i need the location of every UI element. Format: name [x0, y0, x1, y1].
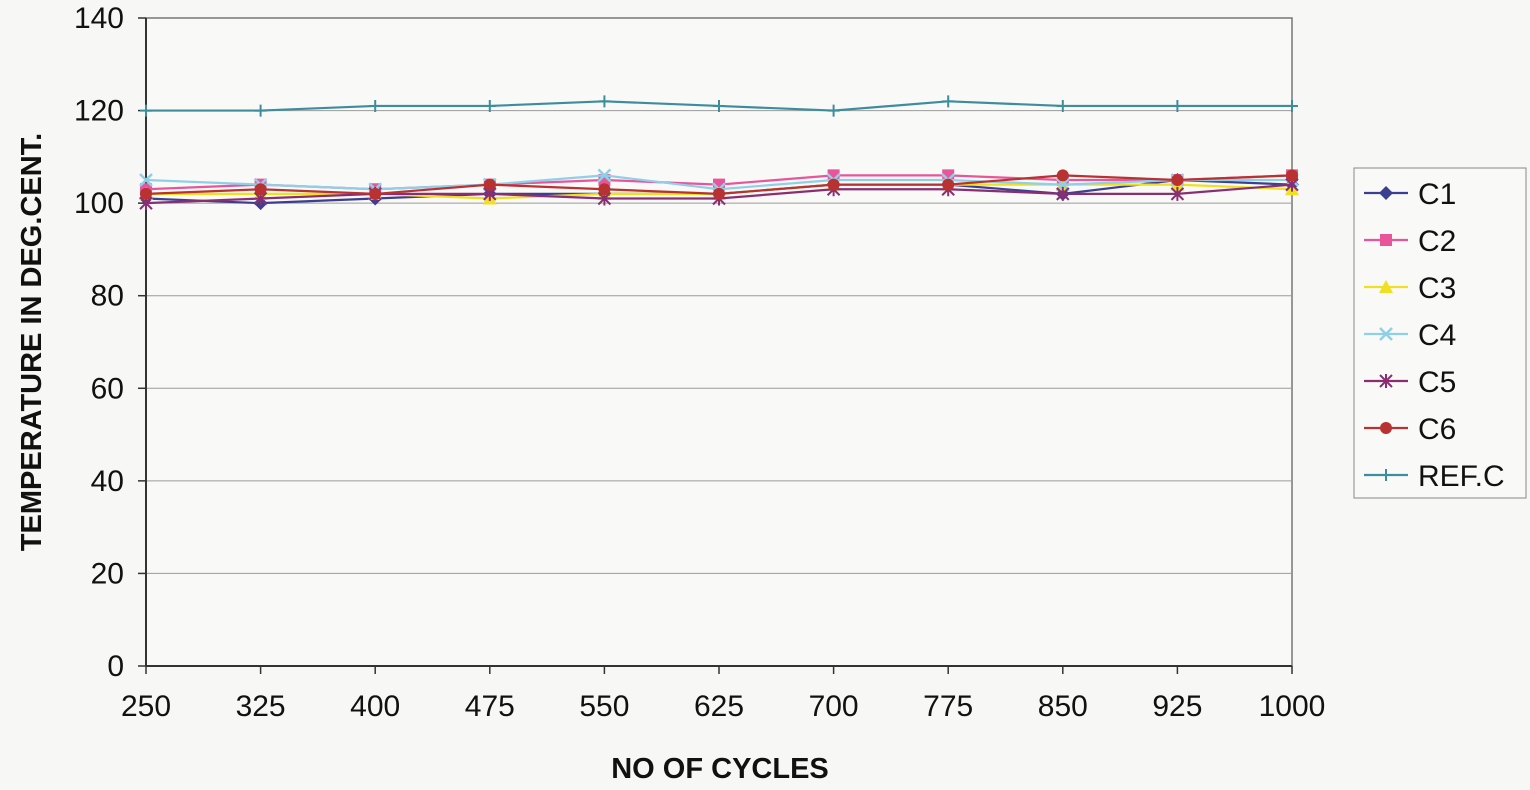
data-point	[139, 173, 153, 187]
x-axis-title: NO OF CYCLES	[611, 753, 829, 785]
x-tick-label: 775	[923, 690, 973, 723]
x-tick-label: 250	[121, 690, 171, 723]
data-point	[713, 99, 725, 112]
data-point	[1286, 169, 1298, 182]
x-tick-label: 475	[465, 690, 515, 723]
data-point	[598, 95, 611, 108]
legend-label: C6	[1418, 413, 1456, 446]
legend-marker	[1379, 327, 1393, 341]
legend-entry: C5	[1364, 366, 1456, 399]
legend-entry: C1	[1364, 178, 1456, 211]
y-tick-label: 40	[91, 465, 124, 498]
data-point	[1171, 174, 1184, 186]
series-lines	[139, 95, 1299, 211]
legend-label: C4	[1418, 319, 1456, 352]
y-tick-label: 100	[74, 187, 124, 220]
series-c6	[140, 169, 1298, 200]
y-axis-title: TEMPERATURE IN DEG.CENT.	[16, 133, 48, 551]
legend-marker	[1380, 234, 1392, 246]
data-point	[483, 178, 496, 191]
legend-marker	[1380, 469, 1392, 481]
legend-label: C5	[1418, 366, 1456, 399]
legend-entry: C3	[1364, 272, 1456, 305]
plot-area	[145, 17, 1293, 667]
data-point	[1056, 99, 1069, 112]
y-tick-label: 60	[91, 372, 124, 405]
x-tick-label: 550	[579, 690, 629, 723]
data-point	[1171, 99, 1184, 112]
data-point	[140, 187, 152, 200]
legend-label: C1	[1418, 178, 1456, 211]
x-tick-label: 325	[236, 690, 286, 723]
data-point	[254, 183, 267, 196]
y-tick-label: 140	[74, 2, 124, 35]
data-point	[369, 99, 382, 112]
legend-label: C3	[1418, 272, 1456, 305]
x-tick-label: 700	[809, 690, 859, 723]
data-point	[254, 104, 267, 117]
data-point	[1056, 169, 1069, 182]
legend: C1 C2 C3 C4 C5 C6 REF.C	[1353, 167, 1527, 499]
x-tick-label: 400	[350, 690, 400, 723]
legend-marker	[1379, 186, 1393, 200]
data-point	[140, 104, 152, 117]
data-point	[1170, 186, 1185, 201]
data-point	[598, 183, 611, 196]
data-point	[1286, 99, 1298, 112]
legend-marker	[1379, 374, 1393, 388]
legend-entry: C6	[1364, 413, 1456, 446]
data-point	[369, 187, 382, 200]
data-point	[713, 187, 725, 200]
y-tick-label: 20	[91, 557, 124, 590]
legend-entry: C4	[1364, 319, 1456, 352]
legend-label: C2	[1418, 225, 1456, 258]
x-tick-label: 850	[1038, 690, 1088, 723]
x-tick-label: 1000	[1259, 690, 1326, 723]
legend-marker	[1380, 422, 1392, 434]
legend-label: REF.C	[1418, 460, 1505, 493]
data-point	[942, 95, 955, 108]
tick-labels: 0 20 40 60 80 100 120 140 250 325 400 475 550 625 700 7…	[74, 2, 1325, 723]
legend-entry: REF.C	[1364, 460, 1505, 493]
data-point	[1056, 186, 1070, 201]
data-point	[483, 99, 496, 112]
x-tick-label: 925	[1152, 690, 1202, 723]
legend-marker	[1379, 280, 1393, 293]
x-tick-label: 625	[694, 690, 744, 723]
y-tick-label: 120	[74, 95, 124, 128]
y-tick-label: 0	[107, 650, 124, 683]
data-point	[827, 104, 840, 117]
data-point	[597, 168, 612, 183]
y-tick-label: 80	[91, 280, 124, 313]
data-point	[942, 178, 955, 191]
series-ref-c	[140, 95, 1298, 117]
data-point	[827, 178, 840, 191]
legend-entry: C2	[1364, 225, 1456, 258]
